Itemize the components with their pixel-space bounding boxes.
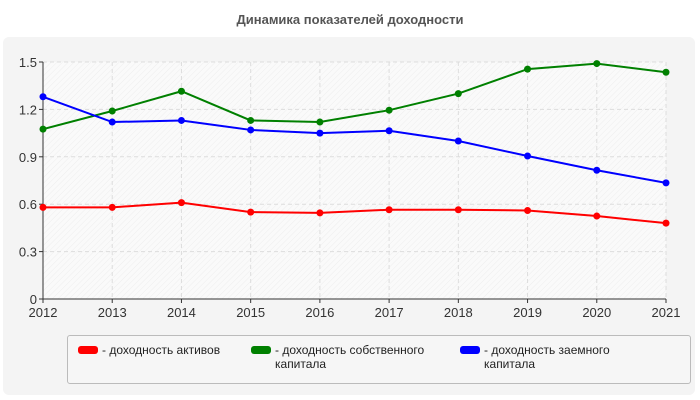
data-point: [662, 179, 670, 187]
data-point: [177, 87, 185, 95]
data-point: [662, 219, 670, 227]
x-tick-label: 2016: [305, 305, 334, 320]
legend-swatch: [78, 346, 98, 354]
series-line-1: [42, 62, 667, 131]
legend-label: - доходность заемного капитала: [484, 343, 610, 371]
x-tick-label: 2021: [652, 305, 681, 320]
x-tick-label: 2013: [98, 305, 127, 320]
chart-title: Динамика показателей доходности: [236, 12, 464, 27]
legend-item-debt: - доходность заемного капитала: [460, 343, 650, 371]
y-tick-label: 1.2: [19, 102, 37, 117]
y-tick-label: 1.5: [19, 55, 37, 70]
data-point: [593, 212, 601, 220]
data-point: [39, 93, 47, 101]
data-point: [593, 166, 601, 174]
data-point: [593, 60, 601, 68]
data-point: [108, 203, 116, 211]
data-point: [385, 206, 393, 214]
data-point: [524, 152, 532, 160]
legend-item-equity: - доходность собственного капитала: [251, 343, 451, 371]
data-point: [177, 116, 185, 124]
legend-label: - доходность активов: [102, 343, 221, 357]
plot-area: [43, 62, 666, 299]
x-tick-label: 2017: [375, 305, 404, 320]
data-point: [177, 199, 185, 207]
data-point: [454, 137, 462, 145]
legend-item-assets: - доходность активов: [78, 343, 248, 357]
data-point: [108, 118, 116, 126]
x-tick-label: 2015: [236, 305, 265, 320]
y-tick-label: 0.9: [19, 150, 37, 165]
y-tick-label: 0.6: [19, 197, 37, 212]
data-point: [39, 203, 47, 211]
legend-swatch: [460, 346, 480, 354]
series-line-0: [43, 201, 667, 225]
y-tick-label: 0.3: [19, 245, 37, 260]
data-point: [247, 208, 255, 216]
data-point: [247, 116, 255, 124]
x-tick-label: 2012: [29, 305, 58, 320]
x-tick-label: 2018: [444, 305, 473, 320]
data-point: [454, 206, 462, 214]
series-line-2: [42, 95, 667, 184]
legend: - доходность активов - доходность собств…: [67, 335, 691, 384]
data-point: [524, 207, 532, 215]
data-point: [454, 90, 462, 98]
data-point: [524, 65, 532, 73]
data-point: [108, 107, 116, 115]
y-tick-label: 0: [30, 292, 37, 307]
x-tick-label: 2019: [513, 305, 542, 320]
data-point: [316, 209, 324, 217]
data-point: [385, 106, 393, 114]
data-point: [662, 68, 670, 76]
legend-label: - доходность собственного капитала: [275, 343, 425, 371]
data-point: [316, 129, 324, 137]
legend-swatch: [251, 346, 271, 354]
data-point: [247, 126, 255, 134]
data-point: [39, 125, 47, 133]
data-point: [316, 118, 324, 126]
x-tick-label: 2014: [167, 305, 196, 320]
x-tick-label: 2020: [582, 305, 611, 320]
data-point: [385, 127, 393, 135]
